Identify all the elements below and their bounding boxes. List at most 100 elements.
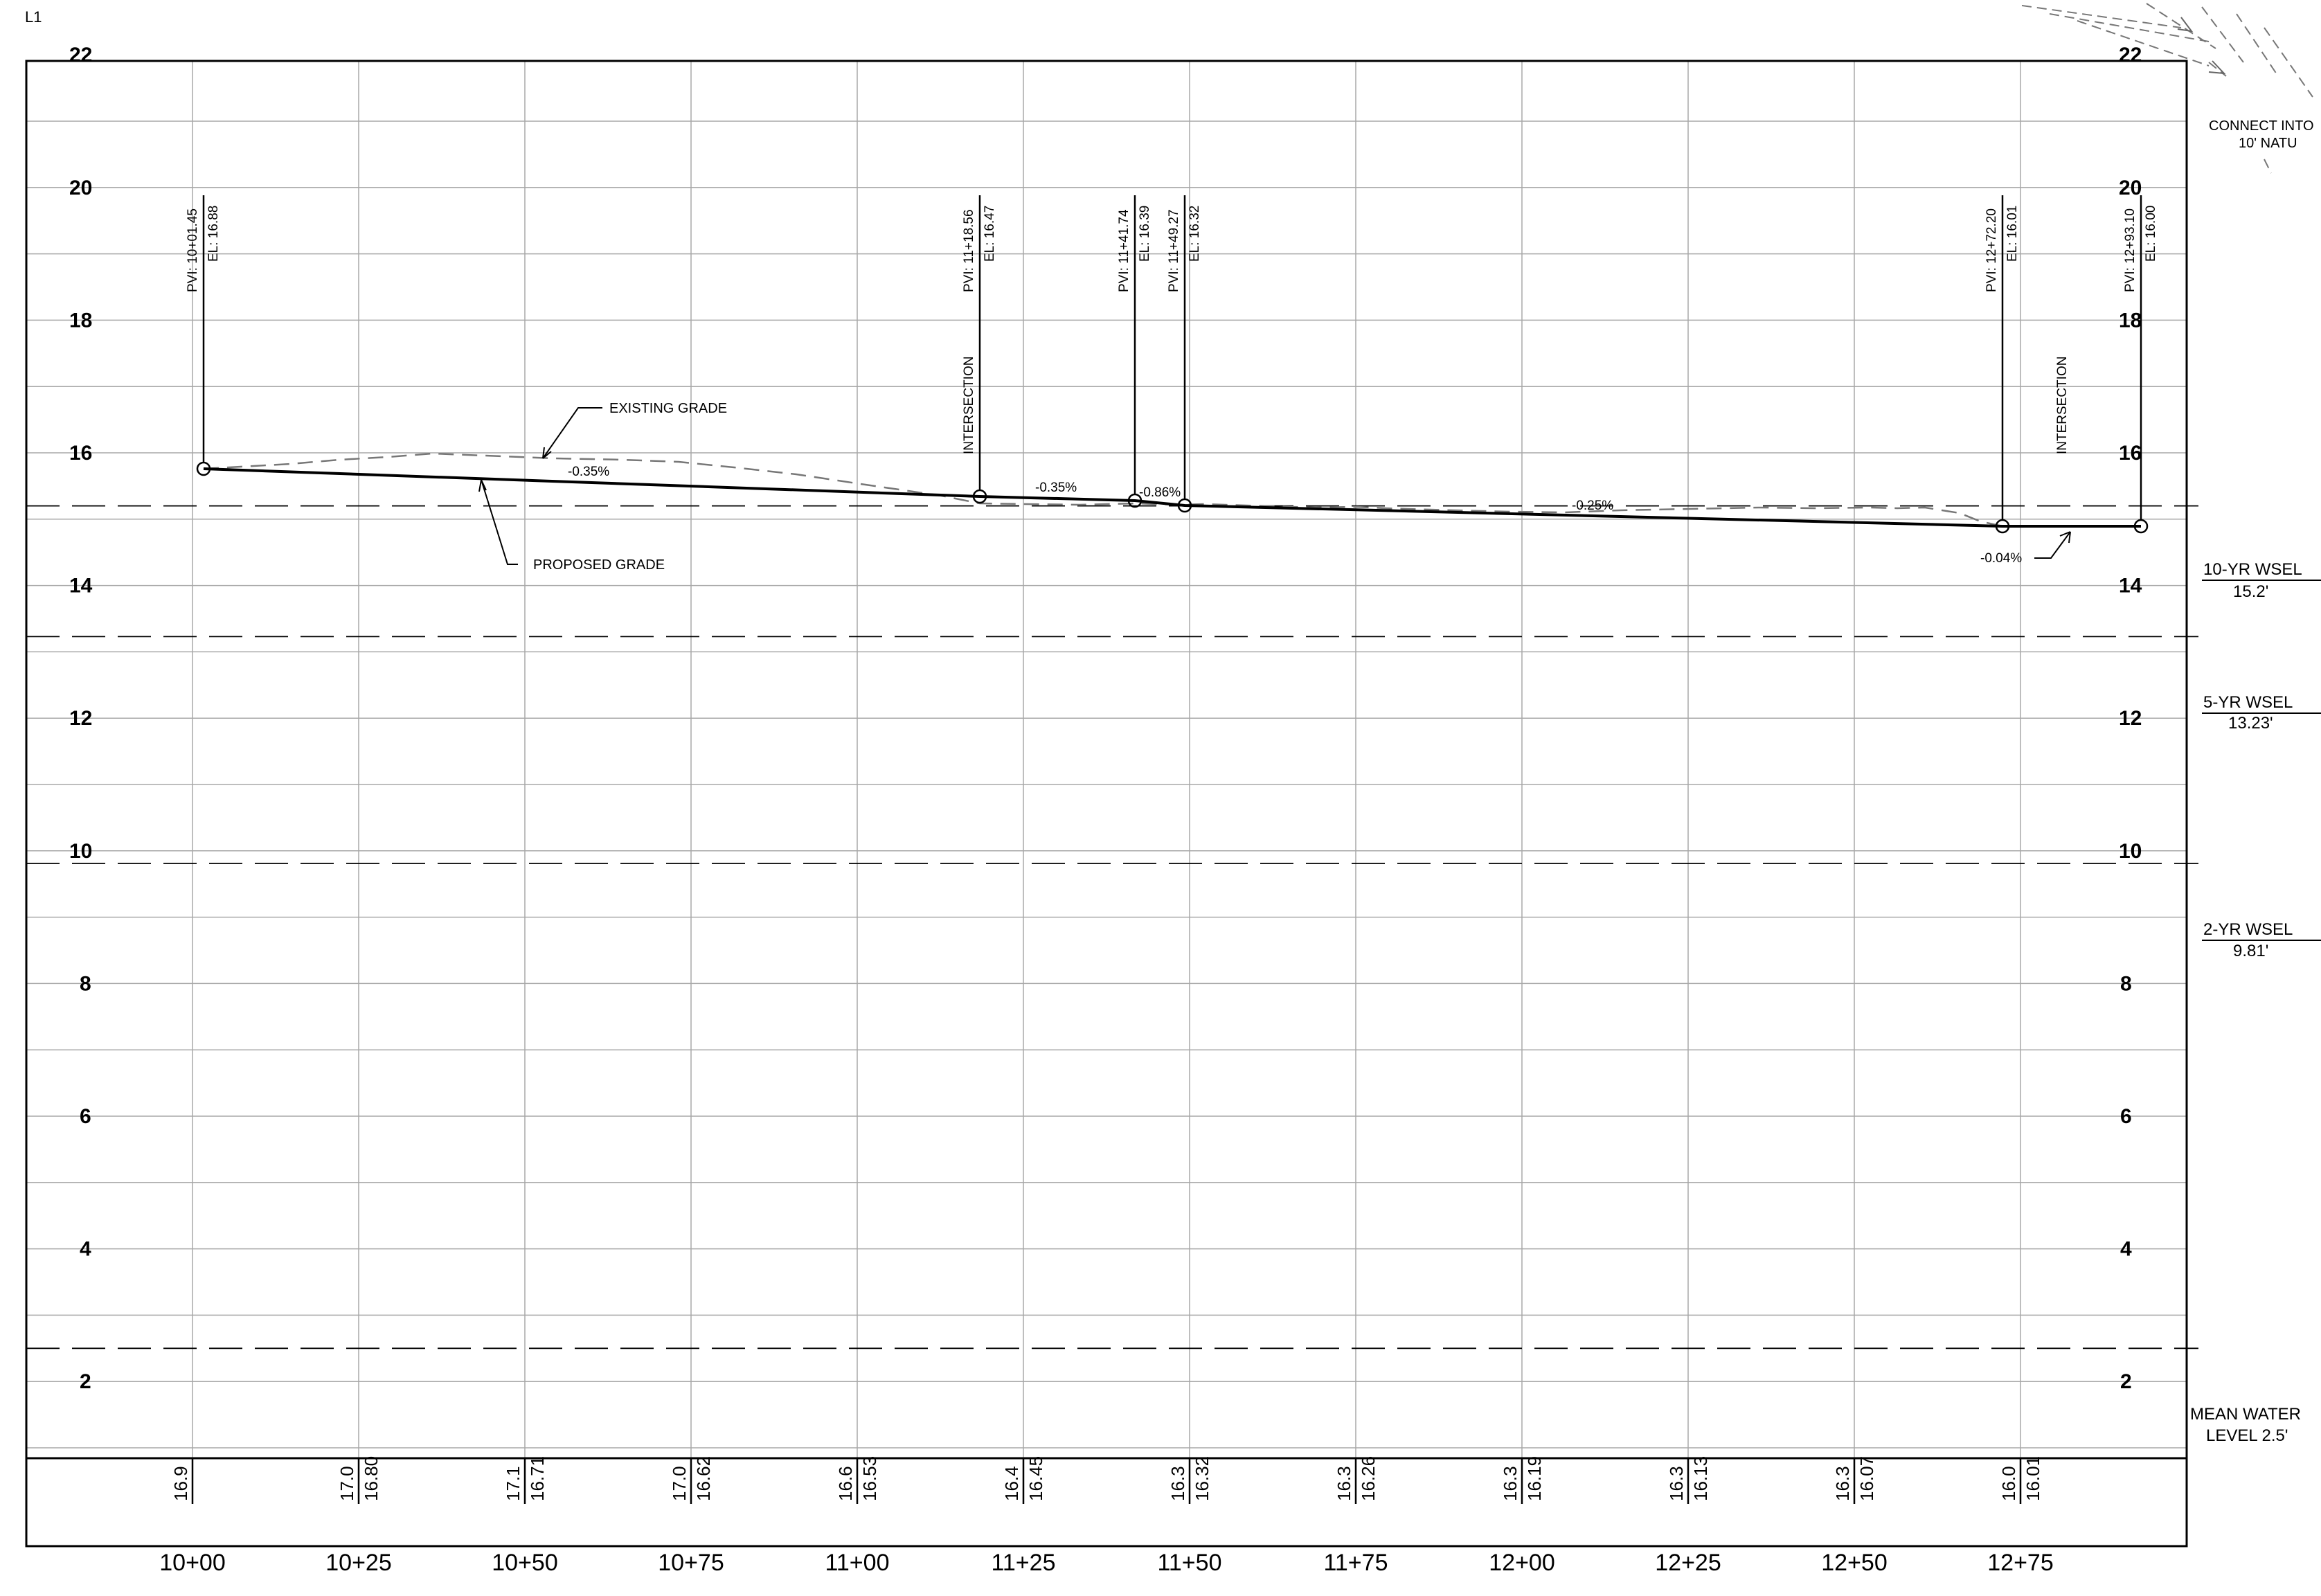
elevation-label-right: 22 [2119,44,2142,66]
station-label: 10+00 [159,1550,226,1576]
pvi-station-1: PVI: 10+01.45 [186,208,200,292]
grade-labels: -0.35% -0.35% -0.86% -0.25% -0.04% [568,465,2022,566]
arrow-head-icon [542,447,552,459]
pvi-leaders [202,195,2142,520]
intersection-label-1: INTERSECTION [962,357,976,454]
elevation-label-right: 10 [2119,840,2142,863]
wsel-5yr-value: 13.23' [2228,714,2273,733]
elevation-label-left: 22 [69,44,92,66]
existing-elevation-value: 16.0 [1998,1466,2019,1501]
grade-label-3: -0.86% [1139,485,1181,500]
elevation-label-right: 12 [2119,707,2142,730]
elevation-label-left: 16 [69,442,92,465]
proposed-elevation-value: 16.07 [1856,1456,1877,1501]
note-line-1: CONNECT INTO [2209,118,2314,134]
existing-elevation-value: 16.3 [1167,1466,1188,1501]
station-label: 12+25 [1655,1550,1721,1576]
station-label: 10+50 [492,1550,558,1576]
elevation-label-right: 18 [2119,309,2142,332]
existing-elevation-value: 17.0 [337,1466,357,1501]
pvi-station-4: PVI: 11+49.27 [1167,209,1181,292]
wsel-10yr-value: 15.2' [2233,582,2268,601]
elevation-label-left: 18 [69,309,92,332]
existing-elevation-value: 16.3 [1334,1466,1354,1501]
proposed-grade-leader [481,479,518,565]
profile-grid [26,61,2187,1458]
arrow-head-icon-2 [478,479,487,492]
elevation-label-right: 6 [2120,1105,2132,1128]
pvi-elevation-4: EL: 16.32 [1188,206,1202,262]
elevation-labels-left: 22 20 18 16 14 12 10 8 6 4 2 [69,44,93,1393]
proposed-elevation-value: 16.13 [1690,1456,1711,1501]
proposed-elevation-value: 16.53 [859,1456,880,1501]
proposed-elevation-value: 16.45 [1025,1456,1046,1501]
existing-grade-line [203,452,2003,528]
proposed-grade-label: PROPOSED GRADE [533,557,665,573]
elevation-label-right: 8 [2120,972,2132,995]
wsel-5yr-label: 5-YR WSEL [2203,693,2293,712]
wsel-2yr-label: 2-YR WSEL [2203,920,2293,939]
station-label: 10+25 [325,1550,392,1576]
mwl-label: MEAN WATER [2190,1405,2301,1424]
station-labels: 10+00 10+25 10+50 10+75 11+00 11+25 11+50 11+75… [159,1550,2054,1576]
wsel-2yr-value: 9.81' [2233,942,2268,960]
elevation-label-right: 14 [2119,575,2142,598]
pvi-station-5: PVI: 12+72.20 [1984,208,1999,292]
water-level-labels: 10-YR WSEL 15.2' 5-YR WSEL 13.23' 2-YR W… [2190,560,2302,1445]
grade-label-1: -0.35% [568,465,609,479]
pvi-elevation-5: EL: 16.01 [2005,206,2020,262]
water-level-lines [26,505,2198,1350]
elevation-label-right: 16 [2119,442,2142,465]
pvi-station-3: PVI: 11+41.74 [1117,209,1131,292]
hatch-arrow-icon [2177,17,2226,75]
profile-frame [25,60,2188,1548]
proposed-elevation-value: 16.32 [1192,1456,1212,1501]
existing-grade-label: EXISTING GRADE [609,401,727,416]
pvi-station-2: PVI: 11+18.56 [962,209,976,292]
elevation-label-right: 4 [2120,1238,2132,1261]
grade-5-leader [2034,531,2071,559]
existing-elevation-value: 16.6 [835,1466,856,1501]
elevation-label-left: 8 [80,972,91,995]
intersection-label-2: INTERSECTION [2055,357,2070,454]
existing-elevation-value: 17.0 [669,1466,690,1501]
mwl-value: LEVEL 2.5' [2206,1426,2288,1445]
elevation-label-left: 6 [80,1105,91,1128]
proposed-elevation-value: 16.26 [1358,1456,1379,1501]
existing-elevation-value: 16.3 [1500,1466,1521,1501]
elevation-label-left: 14 [69,575,93,598]
existing-elevation-value: 16.3 [1832,1466,1853,1501]
arrow-head-icon-3 [2059,531,2071,544]
elevation-label-left: 2 [80,1370,91,1393]
station-label: 12+75 [1987,1550,2054,1576]
grade-label-4: -0.25% [1572,499,1613,513]
existing-elevation-value: 16.9 [170,1466,191,1501]
north-hatch-graphic [2021,3,2313,174]
pvi-elevation-3: EL: 16.39 [1138,206,1152,262]
wsel-10yr-label: 10-YR WSEL [2203,560,2302,579]
existing-elevation-value: 17.1 [503,1466,523,1501]
grade-callouts [478,407,2071,565]
pvi-elevation-2: EL: 16.47 [983,206,997,262]
station-label: 12+50 [1821,1550,1888,1576]
elevation-label-left: 20 [69,177,92,199]
proposed-elevation-value: 16.62 [693,1456,714,1501]
pvi-station-6: PVI: 12+93.10 [2123,208,2138,292]
elevation-label-left: 4 [80,1238,91,1261]
pvi-elevation-1: EL: 16.88 [206,206,221,262]
station-label: 12+00 [1489,1550,1555,1576]
elevation-label-left: 12 [69,707,92,730]
proposed-elevation-value: 16.19 [1524,1456,1545,1501]
station-label: 10+75 [658,1550,724,1576]
note-line-2: 10' NATU [2239,136,2297,151]
elevation-label-left: 10 [69,840,92,863]
elevation-labels-right: 22 20 18 16 14 12 10 8 6 4 2 [2119,44,2142,1393]
station-label: 11+25 [992,1550,1056,1576]
proposed-elevation-value: 16.80 [361,1456,382,1501]
elevation-label-right: 2 [2120,1370,2132,1393]
proposed-elevation-value: 16.01 [2023,1456,2043,1501]
station-label: 11+00 [825,1550,890,1576]
station-label: 11+50 [1158,1550,1222,1576]
proposed-elevation-value: 16.71 [527,1456,548,1501]
